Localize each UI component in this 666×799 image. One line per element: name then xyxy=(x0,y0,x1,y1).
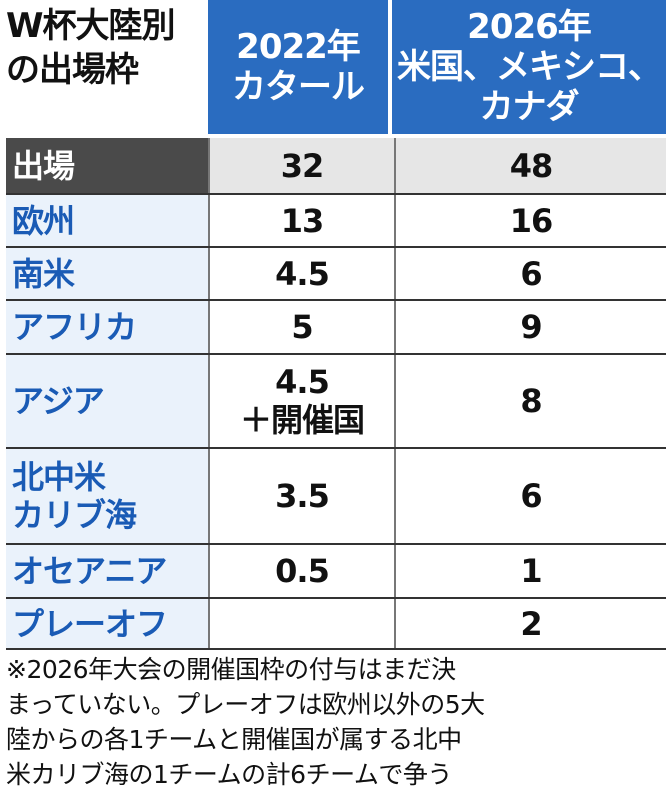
cell-2026: 16 xyxy=(394,194,666,248)
header-line: 2026年 xyxy=(467,7,592,47)
table-row: プレーオフ 2 xyxy=(6,598,666,650)
cell-2022: 5 xyxy=(208,300,395,355)
cell-line: 0.5 xyxy=(275,552,330,590)
row-label-line: 北中米 xyxy=(12,458,106,496)
row-label-line: カリブ海 xyxy=(12,496,137,534)
table-row: オセアニア 0.5 1 xyxy=(6,544,666,599)
row-label-line: 出場 xyxy=(12,146,75,185)
cell-2022: 4.5 ＋開催国 xyxy=(208,354,395,449)
cell-2026: 48 xyxy=(394,138,666,195)
title-line: W杯大陸別 xyxy=(6,6,176,46)
header-line: 2022年 xyxy=(236,27,361,67)
row-label: 欧州 xyxy=(6,194,209,248)
cell-2026: 2 xyxy=(394,598,666,650)
header-line: 米国、メキシコ、 xyxy=(397,47,662,87)
cell-2026: 8 xyxy=(394,354,666,449)
cell-2022: 0.5 xyxy=(208,544,395,599)
row-label: 出場 xyxy=(6,138,209,195)
table-row: アフリカ 5 9 xyxy=(6,300,666,355)
row-label: アフリカ xyxy=(6,300,209,355)
cell-2026: 9 xyxy=(394,300,666,355)
cell-line: 4.5 xyxy=(275,254,330,293)
cell-2022: 32 xyxy=(208,138,395,195)
footnote-line: ※2026年大会の開催国枠の付与はまだ決 xyxy=(6,655,456,684)
table-row-total: 出場 32 48 xyxy=(6,138,666,195)
row-label: アジア xyxy=(6,354,209,449)
row-label-line: プレーオフ xyxy=(12,604,168,643)
column-header-2022: 2022年 カタール xyxy=(208,0,388,134)
cell-line: 4.5 xyxy=(275,363,330,401)
cell-line: 32 xyxy=(280,146,325,185)
header-line: カナダ xyxy=(479,87,580,127)
cell-line: 5 xyxy=(291,308,313,346)
footnote-line: 米カリブ海の1チームの計6チームで争う xyxy=(6,760,452,789)
cell-line: 3.5 xyxy=(275,477,330,515)
footnote-line: まっていない。プレーオフは欧州以外の5大 xyxy=(6,690,485,719)
cell-2026: 1 xyxy=(394,544,666,599)
cell-2022 xyxy=(208,598,395,650)
row-label: プレーオフ xyxy=(6,598,209,650)
table-row: 欧州 13 16 xyxy=(6,194,666,248)
row-label-line: オセアニア xyxy=(12,552,167,590)
cell-2026: 6 xyxy=(394,448,666,545)
cell-2022: 3.5 xyxy=(208,448,395,545)
cell-2022: 4.5 xyxy=(208,247,395,301)
row-label-line: アジア xyxy=(12,382,105,420)
cell-line: 13 xyxy=(280,201,325,240)
row-label: オセアニア xyxy=(6,544,209,599)
cell-2022: 13 xyxy=(208,194,395,248)
table-row: アジア 4.5 ＋開催国 8 xyxy=(6,354,666,449)
footnote: ※2026年大会の開催国枠の付与はまだ決 まっていない。プレーオフは欧州以外の5… xyxy=(6,652,662,792)
row-label: 南米 xyxy=(6,247,209,301)
cell-2026: 6 xyxy=(394,247,666,301)
row-label-line: アフリカ xyxy=(12,308,137,346)
cell-line: ＋開催国 xyxy=(239,401,365,439)
row-label-line: 欧州 xyxy=(12,201,75,240)
row-label: 北中米 カリブ海 xyxy=(6,448,209,545)
quota-table: 出場 32 48 欧州 13 16 南米 4.5 6 アフリカ 5 9 アジア xyxy=(6,138,666,650)
chart-title: W杯大陸別 の出場枠 xyxy=(6,4,202,92)
title-line: の出場枠 xyxy=(6,50,139,90)
table-row: 南米 4.5 6 xyxy=(6,247,666,301)
header-line: カタール xyxy=(232,67,365,107)
row-label-line: 南米 xyxy=(12,254,75,293)
table-row: 北中米 カリブ海 3.5 6 xyxy=(6,448,666,545)
footnote-line: 陸からの各1チームと開催国が属する北中 xyxy=(6,725,462,754)
column-header-2026: 2026年 米国、メキシコ、 カナダ xyxy=(392,0,666,134)
